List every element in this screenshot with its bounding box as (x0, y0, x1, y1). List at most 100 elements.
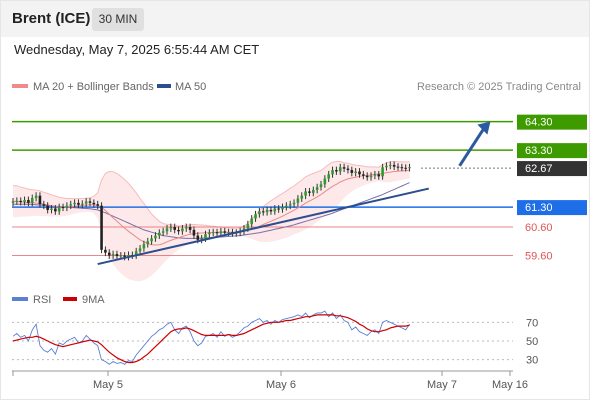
candle-body (161, 231, 165, 233)
candle-body (265, 209, 269, 213)
candle-body (385, 165, 388, 168)
chart-header: Brent (ICE) 30 MIN (1, 1, 589, 37)
rsi-tick-label: 30 (526, 355, 538, 367)
ma50-legend-swatch (157, 84, 171, 88)
candle-body (154, 235, 157, 239)
candlesticks (11, 161, 411, 261)
candle-body (362, 174, 365, 176)
candle-body (350, 170, 354, 173)
candle-body (165, 228, 169, 232)
candle-body (211, 232, 215, 234)
candle-body (77, 202, 80, 205)
level-label-pivot: 61.30 (525, 202, 553, 214)
ma20-legend-swatch (12, 84, 28, 88)
bollinger-upper (13, 160, 410, 229)
candle-body (127, 254, 130, 257)
candle-body (184, 227, 188, 229)
candle-body (173, 227, 176, 230)
ma50-legend-label: MA 50 (175, 81, 206, 93)
candle-body (331, 170, 334, 175)
candle-body (15, 200, 19, 202)
x-tick-label: May 7 (427, 379, 457, 391)
candle-body (146, 241, 150, 245)
candle-body (389, 164, 392, 166)
candle-body (107, 252, 111, 256)
level-label-support: 60.60 (525, 222, 553, 234)
research-credit: Research © 2025 Trading Central (417, 81, 581, 93)
level-label-box (517, 161, 587, 177)
candle-body (181, 228, 184, 232)
candle-body (192, 229, 196, 236)
candle-body (96, 204, 99, 206)
candle-body (142, 244, 146, 249)
candle-body (134, 251, 138, 256)
candle-body (327, 174, 330, 179)
candle-body (34, 195, 38, 198)
level-label-last: 62.67 (525, 163, 553, 175)
rsi-tick-label: 50 (526, 336, 538, 348)
support-trendline (97, 187, 430, 266)
bollinger-bands (13, 160, 410, 282)
level-label-box (517, 200, 587, 216)
candle-body (377, 174, 381, 177)
x-tick-label: May 6 (266, 379, 296, 391)
candle-body (88, 201, 92, 203)
candle-body (158, 232, 161, 236)
candle-body (100, 205, 103, 250)
candle-body (115, 254, 119, 257)
candle-body (369, 175, 373, 178)
candle-body (315, 187, 319, 190)
ma20-line (13, 169, 410, 246)
candle-body (404, 167, 407, 169)
level-label-box (517, 114, 587, 130)
level-label-resistance: 64.30 (525, 117, 553, 129)
candle-body (196, 235, 200, 240)
candle-body (208, 232, 211, 235)
rsi-tick-label: 70 (526, 317, 538, 329)
candle-body (92, 202, 96, 205)
candle-body (288, 204, 292, 206)
ma9-legend-label: 9MA (82, 294, 105, 306)
candle-body (46, 205, 49, 210)
candle-body (300, 195, 304, 199)
candle-body (250, 218, 253, 225)
candle-body (396, 166, 400, 168)
level-label-support: 59.60 (525, 251, 553, 263)
timeframe-badge[interactable]: 30 MIN (92, 8, 144, 31)
candle-body (342, 167, 346, 169)
rsi-series-9ma (12, 314, 410, 364)
candle-body (254, 214, 257, 219)
candle-body (277, 208, 280, 210)
trend-annotations (97, 121, 491, 266)
level-labels: 64.30 63.30 62.67 61.30 60.60 59.60 (517, 114, 587, 263)
candle-body (84, 201, 88, 204)
candle-body (323, 178, 327, 185)
candle-body (227, 232, 230, 234)
candle-body (223, 231, 227, 233)
candle-body (30, 197, 34, 203)
candle-body (73, 202, 76, 205)
candle-body (381, 167, 384, 177)
rsi-grid (12, 321, 513, 361)
candle-body (104, 249, 107, 253)
candle-body (261, 211, 265, 213)
candle-body (285, 205, 288, 208)
candle-body (246, 224, 250, 229)
instrument-title: Brent (ICE) (12, 10, 91, 27)
projection-arrow-shaft (458, 126, 486, 167)
x-axis-ticks: May 5 May 6 May 7 May 16 (12, 371, 528, 391)
candle-body (50, 208, 53, 210)
candle-body (215, 232, 219, 234)
rsi-legend-swatch (12, 297, 28, 301)
candle-body (177, 229, 180, 232)
bollinger-band-fill (13, 161, 410, 282)
candle-body (346, 168, 350, 171)
level-label-box (517, 143, 587, 159)
candle-body (204, 234, 207, 239)
candle-body (69, 204, 73, 206)
projection-arrow-head (477, 121, 491, 135)
candle-body (408, 167, 411, 169)
candle-body (354, 171, 357, 173)
rsi-y-ticks: 70 50 30 (526, 317, 538, 366)
